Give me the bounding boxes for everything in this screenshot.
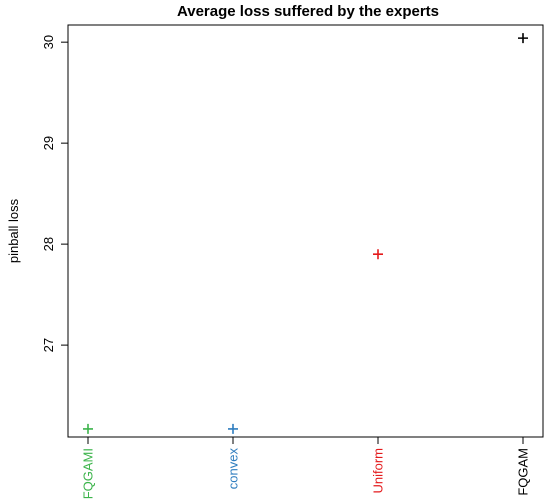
x-tick-label: FQGAM — [516, 448, 531, 496]
data-points — [83, 33, 528, 434]
y-tick-label: 28 — [41, 237, 56, 251]
x-tick-label: Uniform — [371, 448, 386, 494]
x-tick-label: convex — [226, 448, 241, 490]
data-point — [373, 249, 383, 260]
data-point — [228, 423, 238, 434]
y-tick-label: 27 — [41, 338, 56, 352]
data-point — [83, 423, 93, 434]
y-axis-label: pinball loss — [6, 198, 21, 263]
y-tick-label: 29 — [41, 136, 56, 150]
chart-title: Average loss suffered by the experts — [177, 3, 439, 20]
y-tick-label: 30 — [41, 35, 56, 49]
x-tick-label: FQGAMI — [81, 448, 96, 499]
data-point — [518, 33, 528, 44]
y-axis: 27 28 29 30 — [41, 35, 68, 352]
plot-frame — [67, 24, 544, 438]
x-axis: FQGAMI convex Uniform FQGAM — [81, 437, 531, 499]
